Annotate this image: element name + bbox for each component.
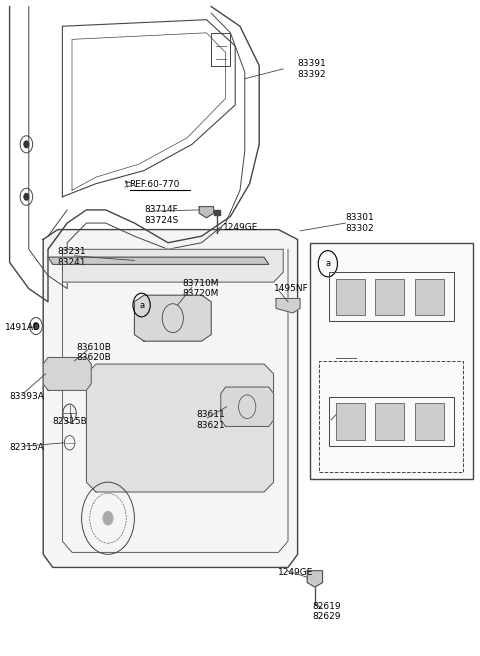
Polygon shape: [276, 298, 300, 313]
Text: 83714F
83724S: 83714F 83724S: [144, 205, 178, 225]
Circle shape: [103, 512, 113, 525]
Circle shape: [24, 141, 29, 148]
Text: 83610B
83620B: 83610B 83620B: [77, 342, 112, 362]
Polygon shape: [62, 249, 283, 282]
Text: 93580A: 93580A: [350, 353, 385, 362]
Circle shape: [24, 194, 29, 200]
Polygon shape: [199, 207, 214, 218]
Text: a: a: [325, 259, 330, 268]
Text: (SEAT WARMER)
93580A: (SEAT WARMER) 93580A: [326, 407, 399, 426]
Circle shape: [34, 323, 38, 329]
Text: a: a: [139, 300, 144, 310]
Text: 83611
83621: 83611 83621: [197, 410, 226, 430]
Text: 82315A: 82315A: [10, 443, 44, 452]
Text: 1491AD: 1491AD: [5, 323, 41, 333]
Text: 83301
83302: 83301 83302: [346, 213, 374, 233]
Text: 83391
83392: 83391 83392: [298, 59, 326, 79]
Bar: [415, 403, 444, 440]
Bar: [329, 397, 454, 446]
Polygon shape: [134, 295, 211, 341]
Text: 1249GE: 1249GE: [278, 567, 314, 577]
Polygon shape: [43, 230, 298, 567]
Text: 83393A: 83393A: [10, 392, 45, 401]
Text: REF.60-770: REF.60-770: [130, 180, 180, 190]
Text: 1249GE: 1249GE: [223, 223, 259, 232]
Bar: [336, 403, 365, 440]
Polygon shape: [48, 257, 269, 264]
Bar: [319, 361, 463, 472]
Polygon shape: [307, 571, 323, 587]
Polygon shape: [86, 364, 274, 492]
Text: 83710M
83720M: 83710M 83720M: [182, 279, 219, 298]
Bar: [310, 243, 473, 479]
Bar: [375, 403, 404, 440]
Text: 1495NF: 1495NF: [274, 284, 308, 293]
Bar: [214, 210, 220, 215]
Bar: [329, 272, 454, 321]
Bar: [336, 279, 365, 315]
Polygon shape: [221, 387, 274, 426]
Text: 83231
83241: 83231 83241: [58, 247, 86, 267]
Polygon shape: [43, 358, 91, 390]
Bar: [375, 279, 404, 315]
Text: 82619
82629: 82619 82629: [312, 602, 341, 621]
Text: 82315B: 82315B: [53, 417, 87, 426]
Bar: [415, 279, 444, 315]
